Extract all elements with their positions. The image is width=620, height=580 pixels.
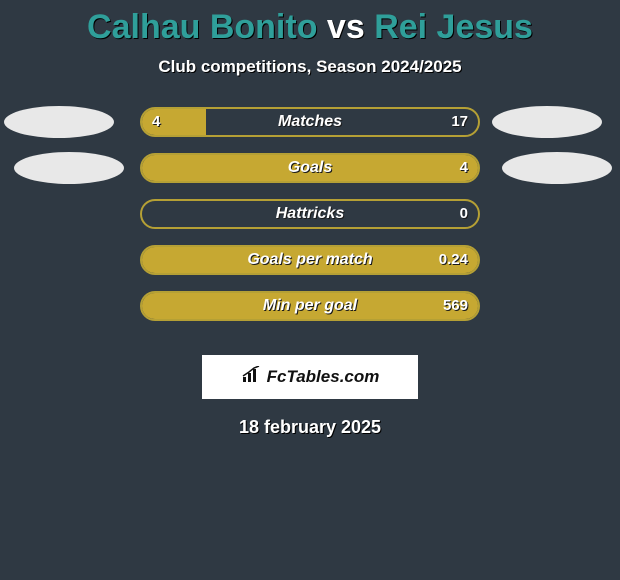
barchart-icon <box>241 366 263 389</box>
stat-label: Goals <box>140 153 480 183</box>
stat-label: Matches <box>140 107 480 137</box>
stat-row: 0.24Goals per match <box>0 245 620 291</box>
stat-row: 569Min per goal <box>0 291 620 337</box>
stat-label: Hattricks <box>140 199 480 229</box>
date-label: 18 february 2025 <box>0 417 620 438</box>
stat-row: 417Matches <box>0 107 620 153</box>
source-badge-text: FcTables.com <box>267 367 380 387</box>
page-title: Calhau Bonito vs Rei Jesus <box>0 0 620 47</box>
stat-label: Goals per match <box>140 245 480 275</box>
subtitle: Club competitions, Season 2024/2025 <box>0 57 620 77</box>
player-left-avatar <box>4 106 114 138</box>
vs-separator: vs <box>317 8 374 46</box>
stat-label: Min per goal <box>140 291 480 321</box>
player-right-avatar <box>502 152 612 184</box>
stat-row: 0Hattricks <box>0 199 620 245</box>
player-right-name: Rei Jesus <box>374 8 533 46</box>
stat-row: 4Goals <box>0 153 620 199</box>
stats-container: 417Matches4Goals0Hattricks0.24Goals per … <box>0 107 620 337</box>
player-right-avatar <box>492 106 602 138</box>
source-badge: FcTables.com <box>202 355 418 399</box>
player-left-avatar <box>14 152 124 184</box>
player-left-name: Calhau Bonito <box>87 8 317 46</box>
